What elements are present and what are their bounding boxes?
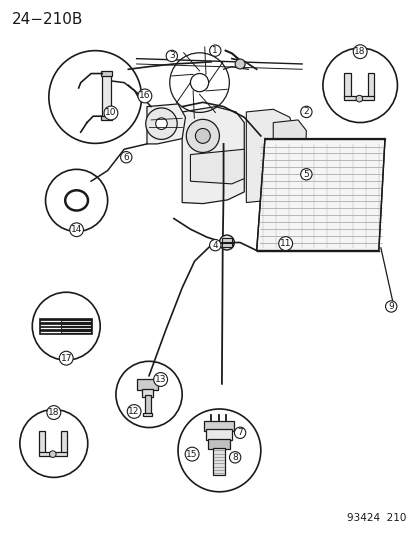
Polygon shape [256, 139, 384, 251]
Text: 2: 2 [303, 108, 309, 116]
Polygon shape [182, 107, 244, 204]
Polygon shape [344, 96, 373, 100]
Polygon shape [273, 120, 306, 193]
Text: 17: 17 [60, 354, 72, 362]
Circle shape [235, 59, 244, 69]
Polygon shape [39, 431, 45, 453]
Text: 16: 16 [139, 92, 150, 100]
Circle shape [116, 361, 182, 427]
Polygon shape [367, 73, 373, 97]
Text: 6: 6 [123, 153, 129, 161]
Polygon shape [102, 74, 111, 118]
Polygon shape [136, 379, 158, 390]
Polygon shape [61, 431, 66, 453]
Circle shape [155, 118, 167, 130]
Polygon shape [142, 389, 153, 397]
Text: 4: 4 [212, 241, 218, 249]
Text: 10: 10 [105, 109, 116, 117]
Polygon shape [101, 71, 112, 76]
Circle shape [195, 128, 210, 143]
Text: 9: 9 [387, 302, 393, 311]
Polygon shape [101, 116, 112, 120]
Polygon shape [142, 413, 152, 416]
Circle shape [178, 409, 260, 492]
Text: 8: 8 [232, 453, 237, 462]
Text: 5: 5 [303, 170, 309, 179]
Text: 93424  210: 93424 210 [346, 513, 405, 523]
Text: 12: 12 [128, 407, 140, 416]
Polygon shape [145, 395, 150, 415]
Polygon shape [207, 439, 230, 449]
Polygon shape [246, 109, 293, 203]
Polygon shape [147, 104, 185, 144]
Text: 18: 18 [48, 408, 59, 417]
Polygon shape [222, 238, 231, 247]
Circle shape [322, 48, 396, 123]
Text: 18: 18 [354, 47, 365, 56]
Text: 3: 3 [169, 52, 174, 60]
Text: 7: 7 [237, 429, 242, 437]
Circle shape [49, 51, 141, 143]
Text: 24−210B: 24−210B [12, 12, 83, 27]
Circle shape [32, 292, 100, 360]
Circle shape [186, 119, 219, 152]
Circle shape [145, 108, 177, 140]
Text: 11: 11 [279, 239, 291, 248]
Text: 15: 15 [186, 450, 197, 458]
Polygon shape [206, 429, 231, 440]
Text: 14: 14 [71, 225, 82, 234]
Circle shape [219, 235, 234, 250]
Circle shape [355, 95, 362, 102]
Polygon shape [39, 452, 66, 456]
Text: 1: 1 [212, 46, 218, 55]
Polygon shape [203, 421, 233, 431]
Circle shape [20, 409, 88, 478]
Polygon shape [190, 149, 244, 184]
Polygon shape [213, 448, 224, 475]
Text: 13: 13 [154, 375, 166, 384]
Circle shape [49, 451, 56, 457]
Polygon shape [344, 73, 350, 97]
Circle shape [45, 169, 107, 231]
Polygon shape [39, 318, 92, 334]
